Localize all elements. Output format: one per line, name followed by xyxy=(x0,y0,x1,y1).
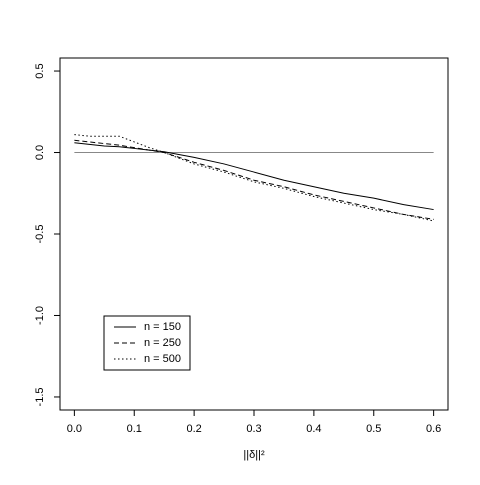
x-tick-label: 0.0 xyxy=(67,423,82,435)
x-tick-label: 0.2 xyxy=(186,423,201,435)
y-tick-label: -0.5 xyxy=(34,225,46,244)
y-tick-label: -1.0 xyxy=(34,306,46,325)
y-tick-label: 0.0 xyxy=(34,145,46,160)
x-axis-label: ||δ||² xyxy=(243,449,265,461)
x-tick-label: 0.1 xyxy=(127,423,142,435)
x-tick-label: 0.4 xyxy=(306,423,321,435)
x-tick-label: 0.6 xyxy=(426,423,441,435)
legend-label: n = 500 xyxy=(144,353,181,365)
legend-label: n = 150 xyxy=(144,321,181,333)
series-line xyxy=(74,134,434,222)
y-tick-label: 0.5 xyxy=(34,63,46,78)
y-tick-label: -1.5 xyxy=(34,387,46,406)
x-tick-label: 0.5 xyxy=(366,423,381,435)
series-line xyxy=(74,142,434,211)
series-line xyxy=(74,139,434,220)
legend-label: n = 250 xyxy=(144,337,181,349)
x-tick-label: 0.3 xyxy=(246,423,261,435)
